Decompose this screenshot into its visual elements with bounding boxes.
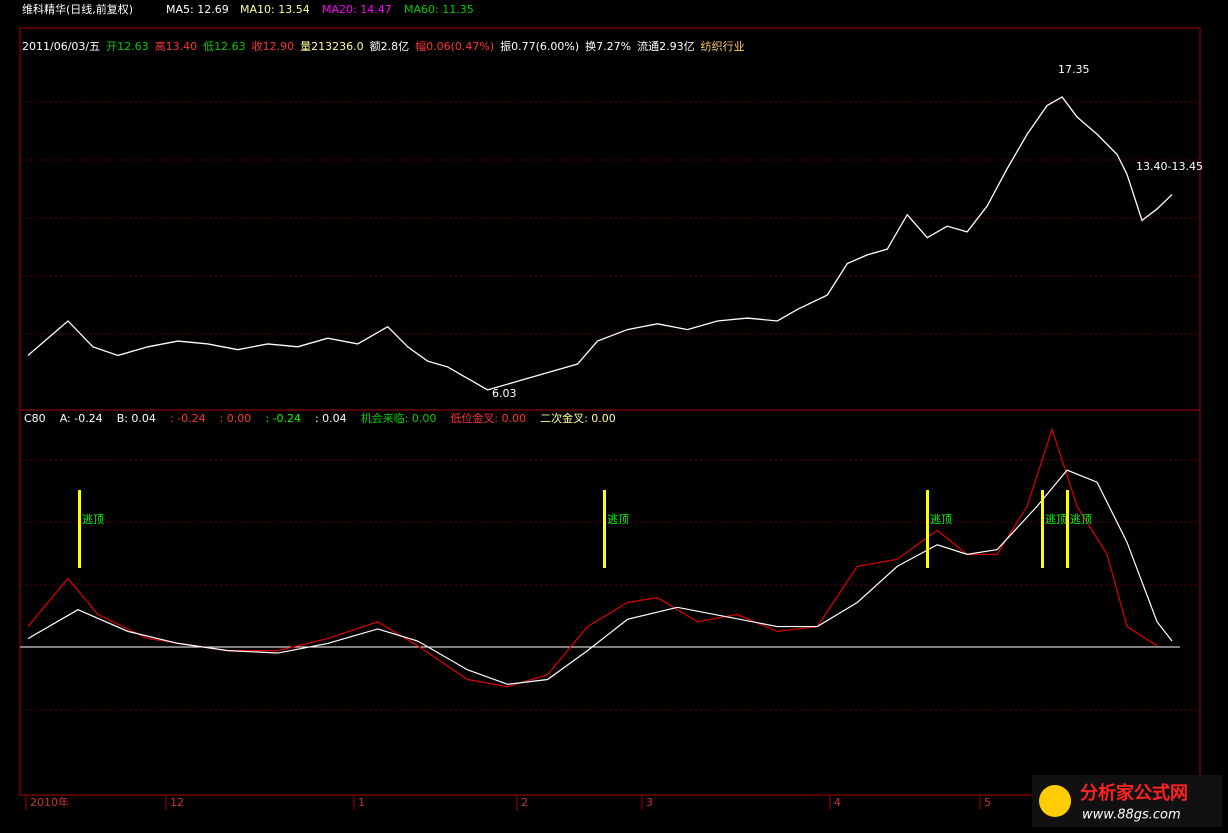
ma20: MA20: 14.47 [322, 3, 392, 16]
indicator-header: 低位金叉: 0.00 [450, 411, 526, 425]
signal-label: 逃顶 [1070, 513, 1092, 526]
watermark-url: www.88gs.com [1082, 808, 1181, 823]
x-label: 2 [521, 796, 528, 809]
signal-label: 逃顶 [1045, 513, 1067, 526]
indicator-header: : -0.24 [170, 412, 206, 425]
indicator-header: : 0.00 [220, 412, 252, 425]
signal-label: 逃顶 [82, 513, 104, 526]
indicator-header: C80 [24, 412, 46, 425]
signal-bar [1066, 490, 1069, 568]
signal-bar [926, 490, 929, 568]
x-label: 3 [646, 796, 653, 809]
quote-item: 幅0.06(0.47%) [415, 40, 494, 53]
price-frame [19, 27, 1201, 411]
indicator-white [27, 469, 1173, 685]
ma5: MA5: 12.69 [166, 3, 229, 16]
quote-item: 高13.40 [155, 39, 198, 53]
indicator-header: : 0.04 [315, 412, 347, 425]
x-label: 12 [170, 796, 184, 809]
quote-item: 收12.90 [252, 39, 295, 53]
high-label: 17.35 [1058, 63, 1090, 76]
indicator-header: A: -0.24 [60, 412, 103, 425]
quote-item: 振0.77(6.00%) [500, 39, 579, 53]
indicator-header: 机会来临: 0.00 [361, 411, 437, 425]
ma60: MA60: 11.35 [404, 3, 474, 16]
quote-item: 低12.63 [203, 40, 246, 53]
indicator-header: 二次金叉: 0.00 [540, 411, 616, 425]
quote-item: 开12.63 [106, 40, 149, 53]
quote-item: 2011/06/03/五 [22, 40, 100, 53]
indicator-header: : -0.24 [265, 412, 301, 425]
ma10: MA10: 13.54 [240, 3, 310, 16]
x-label: 2010年 [30, 795, 69, 809]
signal-bar [603, 490, 606, 568]
logo [1039, 785, 1071, 817]
quote-item: 额2.8亿 [370, 40, 410, 53]
watermark-name: 分析家公式网 [1080, 782, 1188, 804]
signal-label: 逃顶 [607, 513, 629, 526]
price-line [27, 96, 1173, 391]
indicator-frame [19, 409, 1201, 796]
quote-item: 纺织行业 [701, 39, 745, 53]
signal-bar [1041, 490, 1044, 568]
quote-item: 换7.27% [585, 39, 631, 53]
x-label: 5 [984, 796, 991, 809]
title: 维科精华(日线,前复权) [22, 2, 133, 16]
indicator-header: B: 0.04 [117, 412, 156, 425]
quote-item: 流通2.93亿 [637, 39, 695, 53]
low-label: 6.03 [492, 387, 517, 400]
x-label: 1 [358, 796, 365, 809]
signal-label: 逃顶 [930, 513, 952, 526]
grid [20, 101, 1200, 711]
x-label: 4 [834, 796, 841, 809]
indicator-red [27, 427, 1158, 688]
quote-item: 量213236.0 [300, 40, 364, 53]
signal-bar [78, 490, 81, 568]
last-label: 13.40-13.45 [1136, 160, 1203, 173]
